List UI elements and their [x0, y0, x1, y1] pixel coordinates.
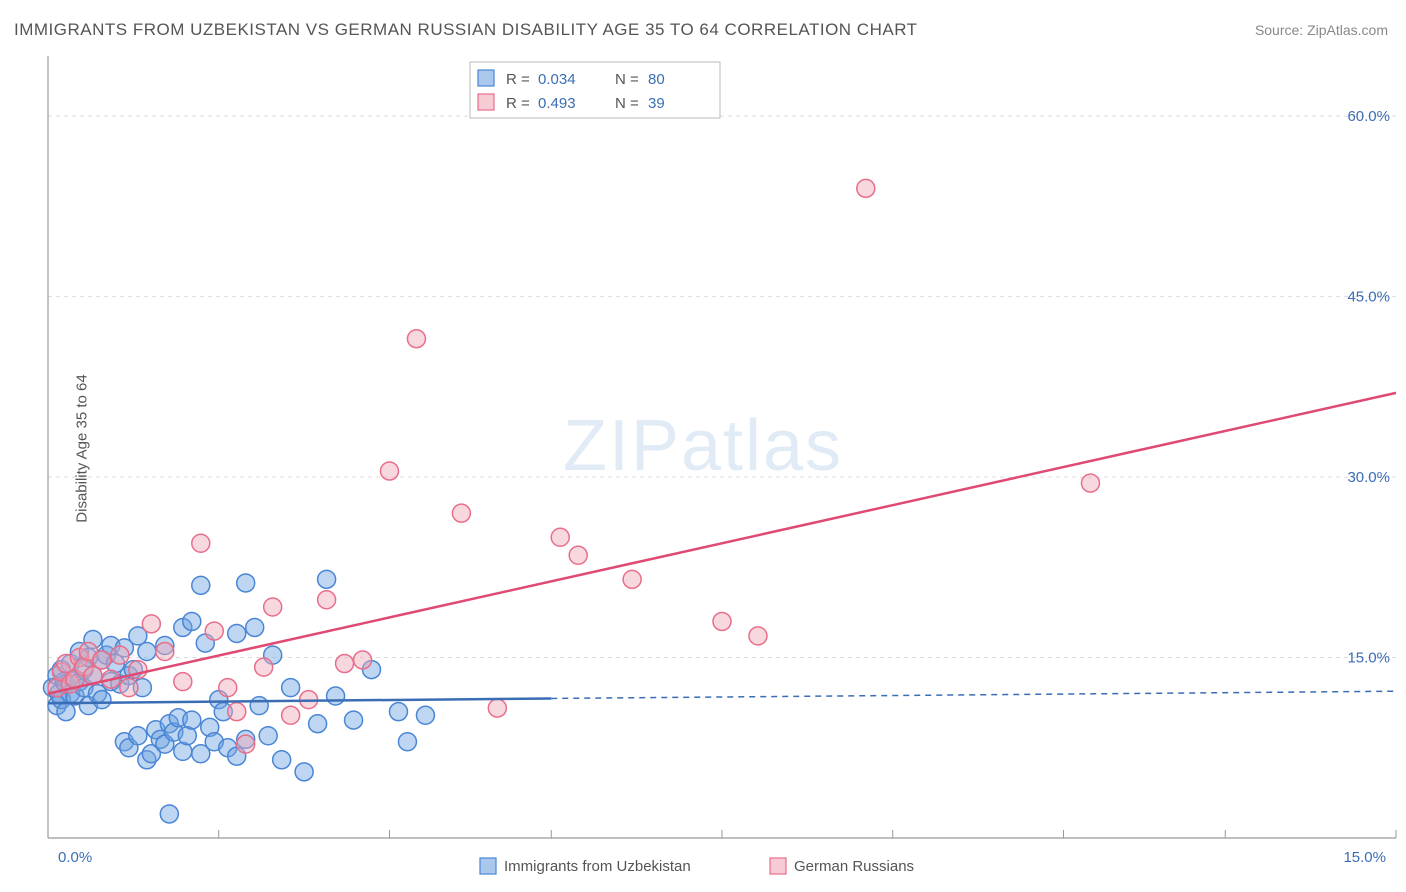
legend-n-label: N = [615, 95, 639, 112]
x-tick-label: 0.0% [58, 849, 92, 866]
source-link[interactable]: ZipAtlas.com [1307, 22, 1388, 38]
y-tick-label: 30.0% [1347, 469, 1390, 486]
scatter-point [336, 655, 354, 673]
scatter-point [273, 751, 291, 769]
scatter-point [318, 591, 336, 609]
y-tick-label: 60.0% [1347, 108, 1390, 125]
scatter-point [246, 618, 264, 636]
scatter-point [259, 727, 277, 745]
legend-series-label: German Russians [794, 858, 914, 875]
legend-n-label: N = [615, 71, 639, 88]
scatter-point [282, 679, 300, 697]
y-tick-label: 15.0% [1347, 650, 1390, 667]
y-tick-label: 45.0% [1347, 289, 1390, 306]
scatter-point [282, 706, 300, 724]
scatter-point [250, 697, 268, 715]
scatter-point [345, 711, 363, 729]
source-prefix: Source: [1255, 22, 1307, 38]
scatter-point [174, 673, 192, 691]
legend-swatch [478, 70, 494, 86]
scatter-point [857, 179, 875, 197]
scatter-point [264, 598, 282, 616]
scatter-point [354, 651, 372, 669]
scatter-point [295, 763, 313, 781]
legend-swatch [770, 858, 786, 874]
scatter-point [160, 805, 178, 823]
scatter-point [713, 612, 731, 630]
scatter-point [183, 711, 201, 729]
scatter-point [255, 658, 273, 676]
legend-r-value: 0.034 [538, 71, 576, 88]
correlation-chart: IMMIGRANTS FROM UZBEKISTAN VS GERMAN RUS… [0, 0, 1406, 892]
trend-line-extrapolated [551, 691, 1396, 698]
scatter-point [327, 687, 345, 705]
scatter-point [407, 330, 425, 348]
scatter-point [142, 615, 160, 633]
legend-swatch [478, 94, 494, 110]
scatter-point [749, 627, 767, 645]
scatter-point [228, 703, 246, 721]
scatter-point [205, 622, 223, 640]
x-tick-label: 15.0% [1343, 849, 1386, 866]
scatter-point [93, 651, 111, 669]
scatter-point [1081, 474, 1099, 492]
scatter-point [192, 576, 210, 594]
scatter-point [488, 699, 506, 717]
legend-n-value: 80 [648, 71, 665, 88]
trend-line [48, 393, 1396, 694]
scatter-point [192, 534, 210, 552]
scatter-point [183, 612, 201, 630]
legend-n-value: 39 [648, 95, 665, 112]
chart-svg: 15.0% 30.0% 45.0% 60.0% 0.0% 15.0% R = 0.034 N =… [0, 0, 1406, 892]
y-axis-label: Disability Age 35 to 64 [74, 374, 91, 522]
source-attribution: Source: ZipAtlas.com [1255, 22, 1388, 38]
scatter-point [129, 727, 147, 745]
legend-r-value: 0.493 [538, 95, 576, 112]
scatter-point [120, 679, 138, 697]
scatter-point [237, 735, 255, 753]
legend-swatch [480, 858, 496, 874]
scatter-point [398, 733, 416, 751]
scatter-point [228, 624, 246, 642]
scatter-point [380, 462, 398, 480]
scatter-point [416, 706, 434, 724]
scatter-point [237, 574, 255, 592]
legend-r-label: R = [506, 95, 530, 112]
scatter-point [93, 691, 111, 709]
scatter-point [138, 643, 156, 661]
scatter-point [569, 546, 587, 564]
legend-series-label: Immigrants from Uzbekistan [504, 858, 691, 875]
scatter-point [389, 703, 407, 721]
scatter-point [551, 528, 569, 546]
scatter-point [452, 504, 470, 522]
chart-title: IMMIGRANTS FROM UZBEKISTAN VS GERMAN RUS… [14, 20, 918, 40]
legend-r-label: R = [506, 71, 530, 88]
scatter-point [219, 679, 237, 697]
scatter-point [111, 646, 129, 664]
scatter-point [318, 570, 336, 588]
scatter-point [156, 643, 174, 661]
scatter-point [623, 570, 641, 588]
scatter-point [309, 715, 327, 733]
